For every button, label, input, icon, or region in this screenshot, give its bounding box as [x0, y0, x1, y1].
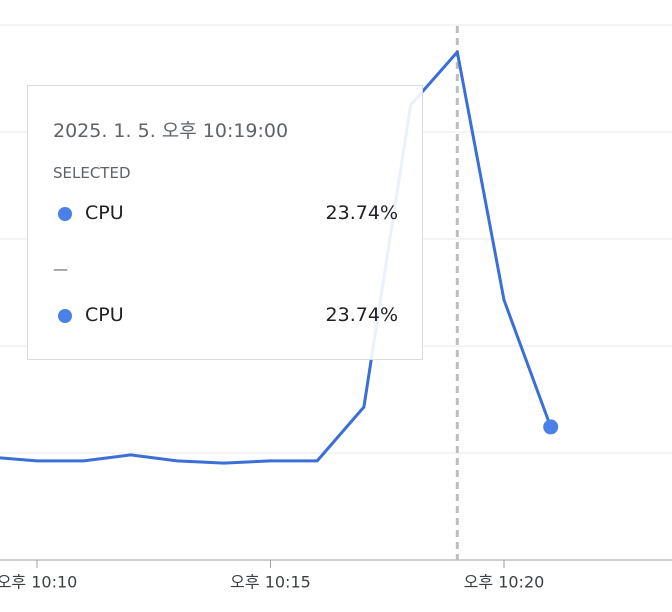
tooltip-title: 2025. 1. 5. 오후 10:19:00 — [53, 120, 289, 142]
x-tick-label: 오후 10:15 — [230, 573, 311, 592]
tooltip-heading: SELECTED — [53, 164, 131, 182]
tooltip-series: CPU — [85, 202, 124, 224]
tooltip: 2025. 1. 5. 오후 10:19:00 SELECTED CPU 23.… — [27, 85, 423, 360]
tooltip-heading: — — [53, 260, 68, 278]
tooltip-value: 23.74% — [325, 202, 398, 224]
tooltip-row: CPU 23.74% — [53, 202, 398, 226]
series-line — [0, 50, 553, 465]
legend-dot — [58, 207, 72, 221]
last-point — [543, 419, 559, 435]
x-tick-label: 오후 10:20 — [464, 573, 545, 592]
legend-dot — [58, 309, 72, 323]
tooltip-value: 23.74% — [325, 304, 398, 326]
tooltip-series: CPU — [85, 304, 124, 326]
x-tick-label: 오후 10:10 — [0, 573, 77, 592]
tooltip-row: CPU 23.74% — [53, 304, 398, 328]
